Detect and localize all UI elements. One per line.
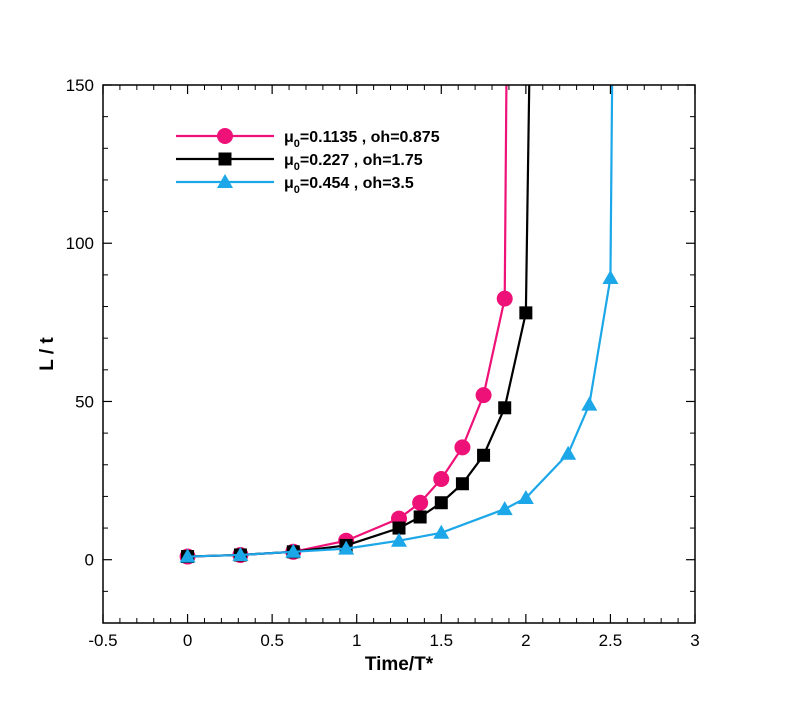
legend-label: μ0=0.227 , oh=1.75 — [284, 152, 423, 173]
data-point — [517, 489, 534, 504]
legend-label: μ0=0.1135 , oh=0.875 — [284, 129, 440, 150]
data-point — [454, 439, 471, 456]
data-point — [602, 270, 619, 285]
data-point — [412, 494, 429, 511]
data-point — [560, 445, 577, 460]
data-point — [434, 496, 448, 510]
data-point — [498, 401, 512, 415]
y-tick-label: 150 — [66, 76, 94, 95]
y-tick-label: 0 — [85, 551, 94, 570]
x-tick-label: 3 — [690, 631, 699, 650]
data-point — [475, 387, 492, 404]
legend-label: μ0=0.454 , oh=3.5 — [284, 175, 414, 196]
data-point — [285, 543, 302, 558]
data-point — [338, 540, 355, 555]
y-axis-title: L / t — [37, 337, 58, 371]
x-tick-label: 2.5 — [599, 631, 623, 650]
y-tick-label: 100 — [66, 234, 94, 253]
x-tick-label: 0.5 — [260, 631, 284, 650]
plot-frame — [102, 84, 696, 624]
x-axis-title: Time/T* — [365, 654, 434, 675]
data-point — [392, 521, 406, 535]
x-tick-label: 1 — [352, 631, 361, 650]
data-point — [581, 396, 598, 411]
x-tick-label: 0 — [183, 631, 192, 650]
data-point — [232, 546, 249, 561]
series-3 — [179, 85, 619, 563]
data-point — [519, 306, 533, 320]
data-point — [433, 471, 450, 488]
x-tick-label: 2 — [521, 631, 530, 650]
data-point — [477, 448, 491, 462]
data-point — [433, 524, 450, 539]
x-tick-label: 1.5 — [429, 631, 453, 650]
data-point — [455, 477, 469, 491]
data-point — [496, 290, 513, 307]
x-tick-label: -0.5 — [88, 631, 117, 650]
legend-marker — [218, 152, 232, 166]
legend-marker — [217, 174, 233, 188]
data-point — [179, 548, 196, 563]
data-point — [391, 532, 407, 547]
series-line — [187, 85, 614, 558]
y-tick-label: 50 — [75, 392, 94, 411]
legend-marker — [217, 128, 233, 144]
data-point — [413, 510, 427, 524]
data-point — [496, 501, 513, 516]
